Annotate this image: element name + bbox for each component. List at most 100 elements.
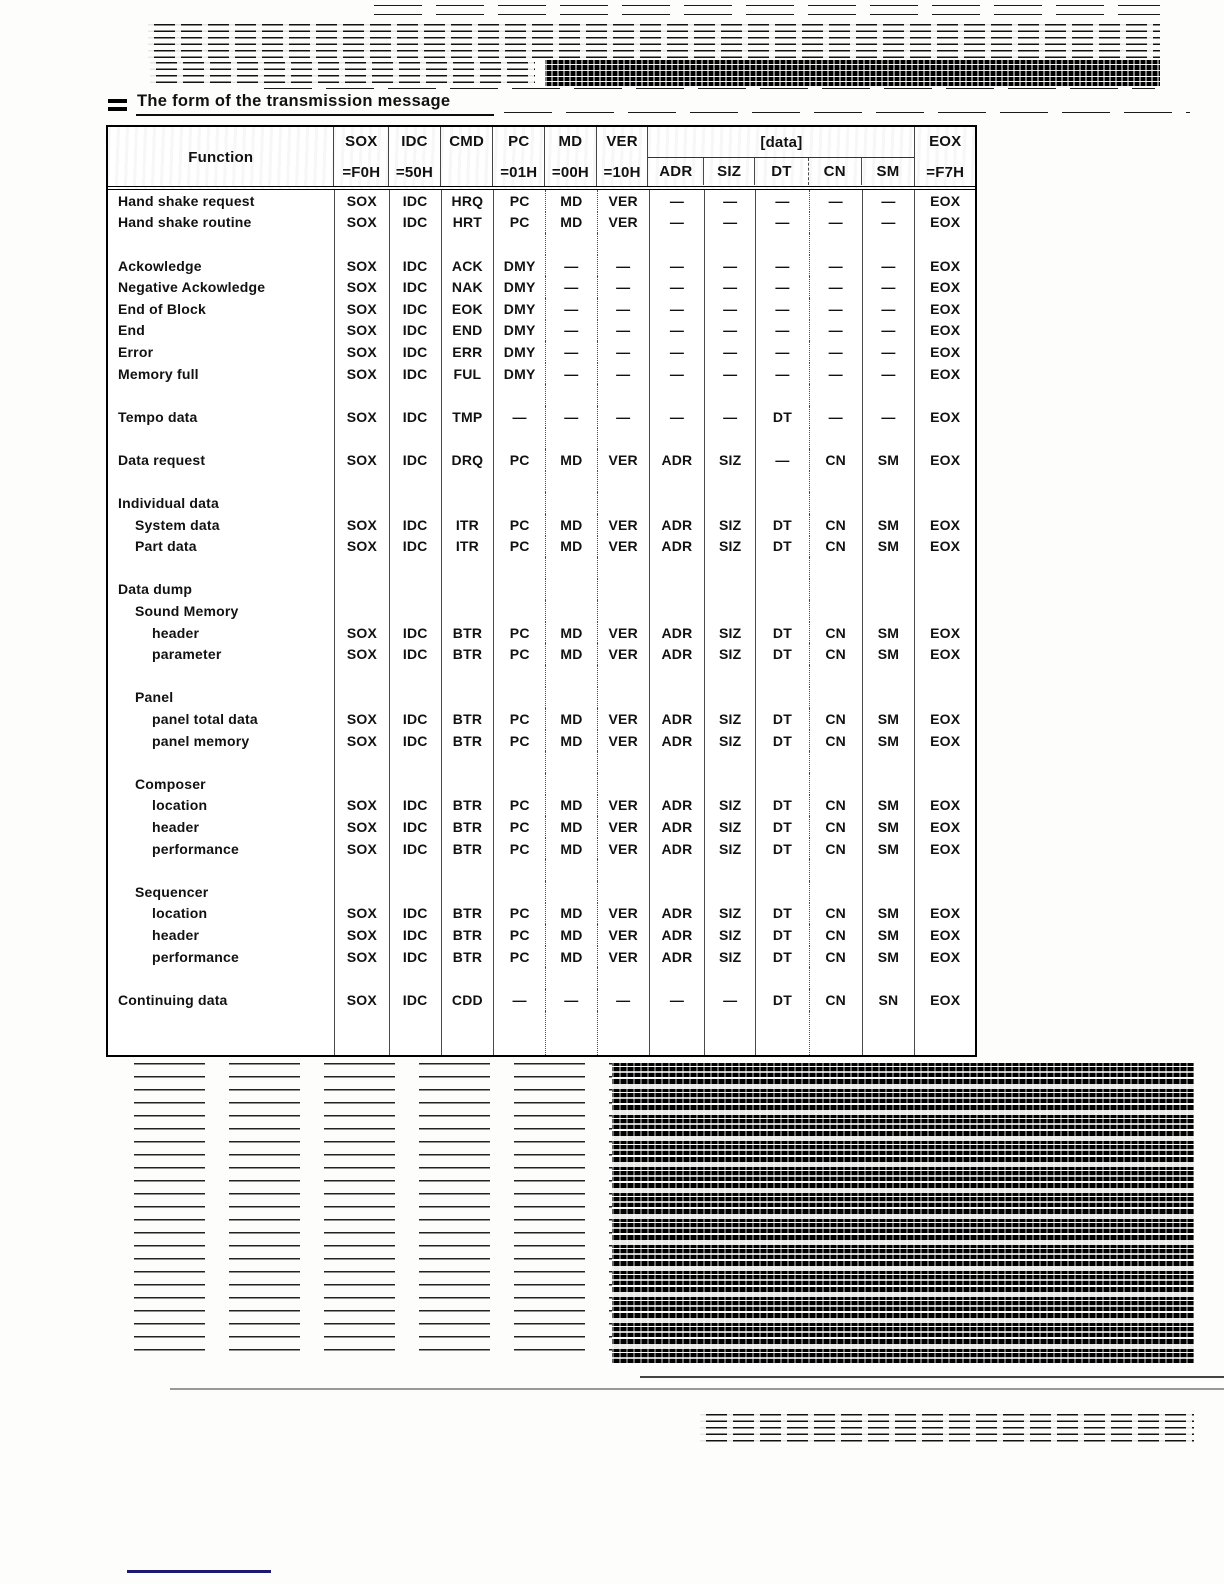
cell bbox=[546, 751, 598, 774]
cell: PC bbox=[494, 902, 547, 925]
row-label: location bbox=[108, 794, 336, 817]
row-label bbox=[108, 967, 335, 989]
cell bbox=[546, 578, 598, 601]
cell bbox=[863, 751, 916, 774]
cell: SOX bbox=[335, 297, 390, 320]
cell: PC bbox=[494, 449, 547, 471]
cell: ACK bbox=[442, 254, 495, 277]
cell: DT bbox=[756, 794, 810, 817]
cell bbox=[756, 233, 810, 255]
cell bbox=[810, 686, 863, 709]
cell bbox=[494, 600, 547, 622]
table-spacer-row bbox=[108, 427, 975, 450]
row-label: End of Block bbox=[108, 297, 335, 320]
row-label: panel memory bbox=[108, 729, 336, 752]
cell: — bbox=[863, 276, 916, 298]
scan-noise-rule bbox=[640, 1376, 1224, 1378]
cell bbox=[598, 1010, 650, 1055]
cell: DT bbox=[756, 924, 810, 946]
cell bbox=[650, 859, 706, 881]
row-label: Sound Memory bbox=[108, 600, 336, 622]
table-spacer-row bbox=[108, 1010, 975, 1055]
cell bbox=[598, 881, 650, 903]
cell bbox=[915, 428, 975, 450]
cell: ADR bbox=[650, 513, 706, 536]
cell: IDC bbox=[390, 794, 442, 817]
cell bbox=[442, 751, 495, 774]
row-label bbox=[108, 859, 335, 881]
cell bbox=[863, 233, 916, 255]
cell: DRQ bbox=[442, 449, 495, 471]
cell: SM bbox=[863, 902, 916, 925]
cell bbox=[442, 686, 495, 709]
table-row: Continuing data SOX IDC CDD — — — — — DT CN SN EOX bbox=[108, 988, 975, 1011]
cell bbox=[705, 427, 757, 450]
col-label: PC bbox=[508, 133, 530, 150]
cell: SOX bbox=[335, 362, 390, 385]
row-label: Part data bbox=[108, 535, 336, 558]
cell bbox=[863, 427, 916, 450]
cell bbox=[810, 881, 863, 903]
cell: — bbox=[810, 254, 863, 277]
col-sm: SM bbox=[876, 163, 900, 180]
cell bbox=[442, 578, 495, 601]
cell bbox=[546, 470, 598, 493]
row-label: Continuing data bbox=[108, 988, 335, 1011]
cell bbox=[494, 751, 547, 774]
col-data-group: [data] ADR SIZ DT CN SM bbox=[648, 127, 916, 186]
cell: EOX bbox=[930, 819, 961, 836]
cell: — bbox=[756, 297, 810, 320]
cell: IDC bbox=[390, 988, 442, 1011]
cell bbox=[863, 881, 916, 903]
cell: CN bbox=[810, 988, 863, 1011]
cell: VER bbox=[598, 729, 650, 752]
cell: MD bbox=[546, 729, 598, 752]
cell bbox=[863, 1010, 916, 1055]
cell: — bbox=[705, 319, 757, 342]
row-label: performance bbox=[108, 837, 336, 860]
cell bbox=[598, 233, 650, 255]
cell: SM bbox=[863, 816, 916, 838]
cell bbox=[390, 384, 442, 406]
data-group-columns: ADR SIZ DT CN SM bbox=[648, 158, 914, 185]
cell: IDC bbox=[390, 319, 442, 342]
cell bbox=[598, 665, 650, 687]
cell bbox=[915, 687, 975, 709]
cell: SOX bbox=[335, 211, 390, 234]
cell: DT bbox=[756, 513, 810, 536]
cell bbox=[650, 600, 706, 622]
table-row: parameter SOX IDC BTR PC MD VER ADR SIZ DT CN SM EOX bbox=[108, 643, 975, 666]
cell: MD bbox=[546, 945, 598, 968]
cell: BTR bbox=[442, 729, 495, 752]
col-dt: DT bbox=[755, 158, 809, 185]
row-label bbox=[108, 427, 335, 450]
cell: — bbox=[650, 254, 706, 277]
cell: PC bbox=[494, 535, 547, 558]
cell: CN bbox=[810, 513, 863, 536]
cell: PC bbox=[494, 945, 547, 968]
cell: VER bbox=[598, 794, 650, 817]
cell: — bbox=[863, 211, 916, 234]
cell bbox=[915, 492, 975, 514]
cell bbox=[705, 773, 757, 795]
cell bbox=[810, 600, 863, 622]
cell bbox=[335, 859, 390, 881]
cell: SIZ bbox=[705, 924, 757, 946]
cell: VER bbox=[598, 535, 650, 558]
cell bbox=[546, 1010, 598, 1055]
cell bbox=[335, 492, 390, 514]
cell: EOX bbox=[930, 214, 961, 231]
table-spacer-row bbox=[108, 665, 975, 687]
cell bbox=[863, 384, 916, 406]
cell: DMY bbox=[494, 254, 547, 277]
cell: PC bbox=[494, 837, 547, 860]
cell: PC bbox=[494, 643, 547, 666]
cell bbox=[705, 600, 757, 622]
cell bbox=[390, 967, 442, 989]
row-label: Hand shake request bbox=[108, 190, 335, 212]
cell: VER bbox=[598, 945, 650, 968]
cell: — bbox=[650, 211, 706, 234]
cell bbox=[335, 470, 390, 493]
cell: MD bbox=[546, 924, 598, 946]
cell bbox=[442, 881, 495, 903]
